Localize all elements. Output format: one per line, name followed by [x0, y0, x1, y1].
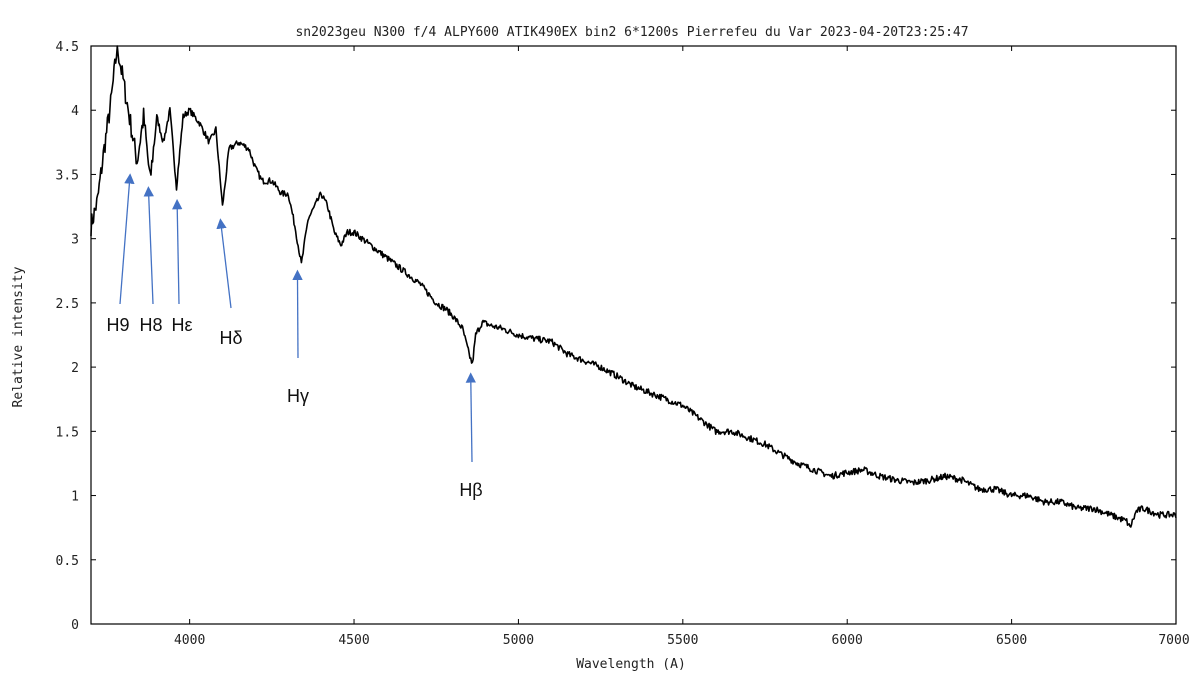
line-annotations: H9 H8 Hε Hδ Hγ Hβ [106, 173, 483, 500]
x-tick-label: 6500 [996, 633, 1027, 648]
x-tick-label: 7000 [1158, 633, 1189, 648]
chart-title: sn2023geu N300 f/4 ALPY600 ATIK490EX bin… [295, 25, 968, 40]
x-tick-label: 5500 [667, 633, 698, 648]
annotation-label: Hγ [287, 386, 309, 406]
y-axis: 0 0.5 1 1.5 2 2.5 3 3.5 4 4.5 [56, 40, 1176, 633]
y-tick-label: 0 [71, 618, 79, 633]
annotation-label: Hδ [219, 328, 242, 348]
spectrum-series [90, 45, 1177, 528]
x-tick-label: 5000 [503, 633, 534, 648]
y-tick-label: 3.5 [56, 168, 79, 183]
y-tick-label: 1 [71, 490, 79, 505]
x-axis-label: Wavelength (A) [576, 657, 686, 672]
x-tick-label: 4500 [338, 633, 369, 648]
x-axis: 4000 4500 5000 5500 6000 6500 7000 [174, 46, 1190, 648]
annotation-label: Hβ [459, 480, 482, 500]
y-tick-label: 3 [71, 233, 79, 248]
y-axis-label: Relative intensity [11, 266, 26, 407]
y-tick-label: 4.5 [56, 40, 79, 55]
plot-frame [90, 45, 1177, 625]
annotation-arrow [292, 269, 303, 359]
annotation-label: Hε [171, 315, 192, 335]
annotation-arrow [216, 218, 232, 309]
annotation-label: H9 [106, 315, 129, 335]
y-tick-label: 0.5 [56, 554, 79, 569]
x-tick-label: 4000 [174, 633, 205, 648]
y-tick-label: 4 [71, 104, 79, 119]
y-tick-label: 1.5 [56, 425, 79, 440]
annotation-arrow [143, 186, 154, 305]
annotation-arrow [119, 173, 135, 305]
annotation-arrow [465, 372, 477, 463]
y-tick-label: 2 [71, 361, 79, 376]
annotation-label: H8 [139, 315, 162, 335]
spectrum-line [90, 45, 1177, 528]
annotation-arrow [172, 198, 183, 305]
y-tick-label: 2.5 [56, 297, 79, 312]
x-tick-label: 6000 [832, 633, 863, 648]
